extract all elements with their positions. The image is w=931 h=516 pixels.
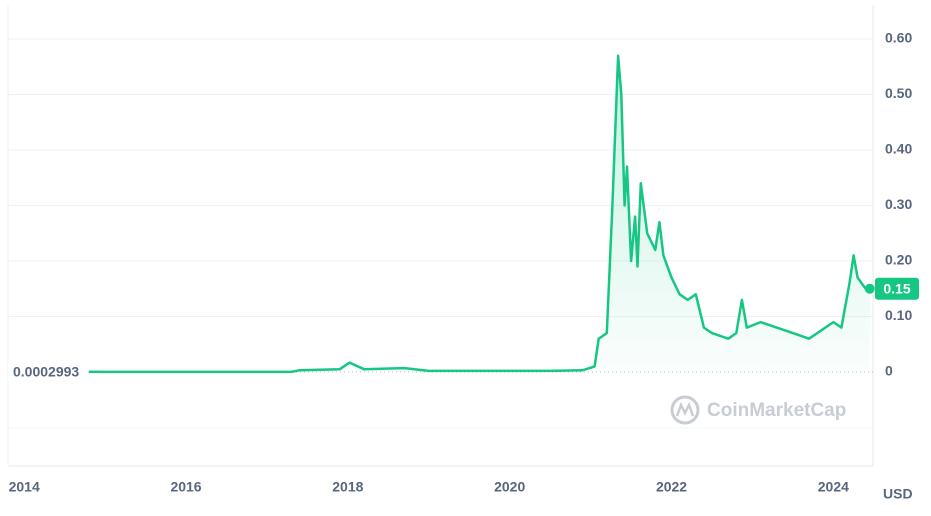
x-tick-label: 2018 [332,479,363,495]
x-tick-label: 2024 [818,479,849,495]
price-tag [875,277,919,300]
watermark-logo [670,395,700,425]
y-tick-label: 0.10 [885,307,912,323]
start-label: 0.0002993 [13,364,79,380]
y-tick-label: 0.30 [885,196,912,212]
start-label-bg [8,361,88,382]
x-tick-label: 2016 [170,479,201,495]
x-tick-label: 2014 [9,479,40,495]
y-tick-label: 0.40 [885,141,912,157]
line [88,54,870,374]
y-tick-label: 0.60 [885,30,912,46]
y-tick-label: 0 [885,363,893,379]
currency: USD [883,486,913,502]
x-tick-label: 2022 [656,479,687,495]
area [88,55,870,372]
x-tick-label: 2020 [494,479,525,495]
last-point [864,283,875,294]
y-tick-label: 0.20 [885,252,912,268]
price-label: 0.15 [883,280,910,296]
watermark: CoinMarketCap [707,400,846,421]
y-tick-label: 0.50 [885,85,912,101]
